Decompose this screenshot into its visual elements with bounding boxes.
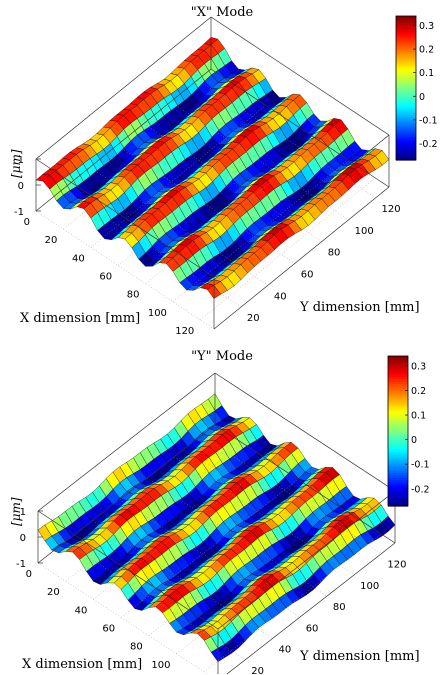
- z-tick-label: -1: [16, 559, 26, 570]
- colorbar-tick-label: -0.1: [419, 115, 438, 126]
- x-tick-label: 60: [102, 623, 115, 634]
- colorbar-tick-label: -0.2: [411, 484, 430, 495]
- x-tick-label: 100: [151, 660, 170, 671]
- z-axis-label: [μm]: [9, 149, 23, 178]
- colorbar: 0.3 0.2 0.1 0 -0.1 -0.2: [387, 355, 430, 507]
- y-tick-label: 0: [220, 335, 226, 336]
- chart-title: "X" Mode: [191, 5, 254, 20]
- colorbar-tick-label: 0.1: [419, 68, 434, 79]
- x-axis-label: X dimension [mm]: [22, 657, 142, 672]
- x-tick-label: 100: [148, 308, 167, 319]
- x-tick-label: 120: [175, 326, 194, 336]
- z-tick-label: 1: [18, 155, 24, 166]
- colorbar: 0.3 0.2 0.1 0 -0.1 -0.2: [395, 15, 438, 161]
- y-tick-label: 20: [251, 666, 264, 674]
- colorbar-tick-label: 0.3: [419, 21, 434, 32]
- y-tick-label: 60: [301, 269, 314, 280]
- colorbar-tick-label: 0.3: [411, 361, 426, 372]
- x-mode-surface-plot: "X" Mode 0204060801001200204060801001201…: [9, 5, 438, 336]
- x-tick-label: 60: [99, 271, 112, 282]
- colorbar-tick-label: 0.1: [411, 411, 426, 422]
- x-tick-label: 20: [47, 587, 60, 598]
- x-tick-label: 0: [26, 569, 32, 580]
- x-tick-label: 20: [45, 235, 58, 246]
- z-tick-label: -1: [14, 207, 24, 218]
- x-mode-panel: "X" Mode 0204060801001200204060801001201…: [0, 0, 445, 336]
- axes: 02040608010012002040608010012010-1: [14, 16, 401, 336]
- y-mode-surface-plot: "Y" Mode 0204060801001200204060801001201…: [9, 349, 430, 674]
- y-tick-label: 120: [387, 560, 406, 571]
- x-tick-label: 0: [24, 217, 30, 228]
- y-tick-label: 40: [274, 291, 287, 302]
- x-axis-label: X dimension [mm]: [20, 311, 140, 326]
- axes: 02040608010012002040608010012010-1: [16, 372, 406, 674]
- z-tick-label: 1: [20, 507, 26, 518]
- chart-title: "Y" Mode: [191, 349, 253, 364]
- y-tick-label: 60: [306, 623, 319, 634]
- colorbar-tick-label: 0: [419, 92, 425, 103]
- x-tick-label: 80: [130, 642, 143, 653]
- y-axis-label: Y dimension [mm]: [299, 649, 420, 664]
- colorbar-tick-label: -0.2: [419, 139, 438, 150]
- y-tick-label: 100: [355, 226, 374, 237]
- colorbar-tick-label: 0: [411, 435, 417, 446]
- surface-mesh: [35, 37, 390, 299]
- y-tick-label: 80: [333, 602, 346, 613]
- y-mode-panel: "Y" Mode 0204060801001200204060801001201…: [0, 338, 445, 674]
- y-tick-label: 120: [382, 204, 401, 215]
- y-tick-label: 20: [247, 313, 260, 324]
- y-tick-label: 40: [278, 645, 291, 656]
- y-tick-label: 80: [328, 248, 341, 259]
- colorbar-tick-label: -0.1: [411, 460, 430, 471]
- z-tick-label: 0: [20, 533, 26, 544]
- y-axis-label: Y dimension [mm]: [299, 300, 420, 315]
- z-axis-label: [μm]: [9, 497, 23, 526]
- z-tick-label: 0: [18, 181, 24, 192]
- surface-mesh: [37, 393, 396, 663]
- colorbar-tick-label: 0.2: [419, 45, 434, 56]
- y-tick-label: 100: [360, 581, 379, 592]
- x-tick-label: 40: [72, 253, 85, 264]
- colorbar-tick-label: 0.2: [411, 386, 426, 397]
- x-tick-label: 80: [127, 290, 140, 301]
- x-tick-label: 40: [75, 605, 88, 616]
